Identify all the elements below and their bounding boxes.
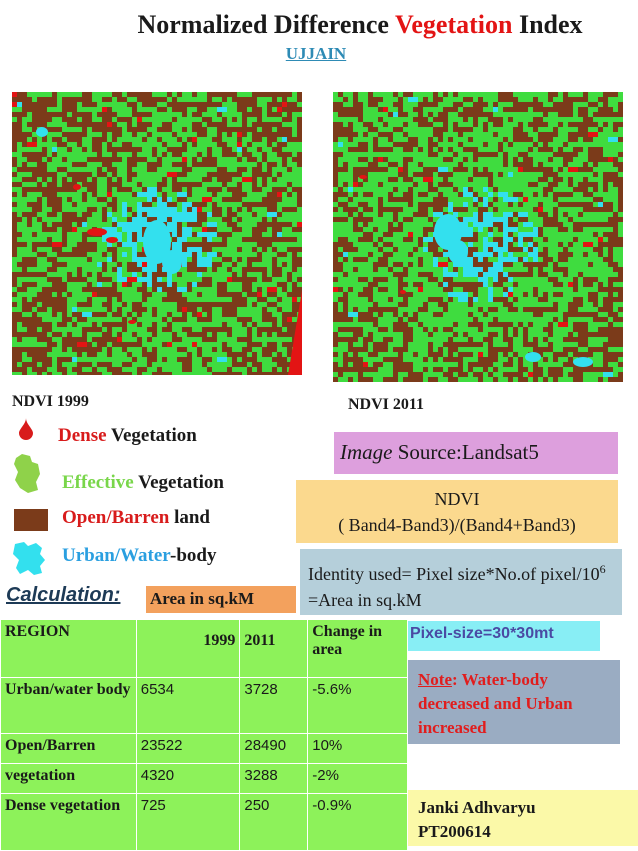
image-source-text: Source:Landsat5 xyxy=(392,440,539,464)
legend-open-key: Open/Barren xyxy=(62,507,170,528)
image-source-box: Image Source:Landsat5 xyxy=(334,432,618,474)
author-box: Janki Adhvaryu PT200614 xyxy=(408,790,638,846)
title-highlight: Vegetation xyxy=(394,10,513,39)
identity-exponent: 6 xyxy=(599,562,606,576)
legend-urban-key: Urban/Water xyxy=(62,545,171,566)
note-box: Note: Water-body decreased and Urban inc… xyxy=(408,660,620,744)
table-row: Urban/water body 6534 3728 -5.6% xyxy=(0,677,408,734)
table-cell-1999: 4320 xyxy=(135,763,241,794)
ndvi-map-1999-image xyxy=(12,92,302,375)
legend-open-rest: land xyxy=(169,507,210,528)
table-cell-region: Urban/water body xyxy=(0,677,137,734)
table-cell-1999: 6534 xyxy=(135,677,241,734)
pixel-size-badge: Pixel-size=30*30mt xyxy=(404,621,600,651)
table-cell-1999: 725 xyxy=(135,793,241,851)
table-header-row: REGION 1999 2011 Change in area xyxy=(0,619,408,678)
table-row: Open/Barren 23522 28490 10% xyxy=(0,733,408,764)
author-name: Janki Adhvaryu xyxy=(418,798,536,817)
table-header-1999: 1999 xyxy=(135,619,241,678)
ndvi-formula-title: NDVI xyxy=(434,489,480,509)
table-cell-region: vegetation xyxy=(0,763,137,794)
ndvi-formula-box: NDVI ( Band4-Band3)/(Band4+Band3) xyxy=(296,480,618,543)
table-cell-1999: 23522 xyxy=(135,733,241,764)
image-source-italic: Image xyxy=(340,440,393,464)
ndvi-map-1999 xyxy=(12,92,302,375)
effective-vegetation-blob-icon xyxy=(14,454,40,493)
table-cell-2011: 250 xyxy=(239,793,309,851)
legend-dense-key: Dense xyxy=(58,425,107,446)
calculation-label: Calculation: xyxy=(6,584,121,606)
ndvi-map-2011-image xyxy=(333,92,623,382)
title-part1: Normalized Difference xyxy=(137,10,395,39)
identity-prefix: Identity used= Pixel size*No.of pixel/10 xyxy=(308,564,600,584)
legend-effective-rest: Vegetation xyxy=(133,472,224,493)
ndvi-formula-expression: ( Band4-Band3)/(Band4+Band3) xyxy=(338,515,576,535)
title-part2: Index xyxy=(512,10,583,39)
identity-box: Identity used= Pixel size*No.of pixel/10… xyxy=(300,549,622,615)
table-cell-2011: 3288 xyxy=(239,763,309,794)
note-text: : Water-body decreased and Urban increas… xyxy=(418,670,573,737)
legend-urban-water-body: Urban/Water-body xyxy=(62,545,216,567)
page-subtitle: UJJAIN xyxy=(285,44,347,63)
legend-urban-rest: -body xyxy=(170,545,217,566)
table-row: Dense vegetation 725 250 -0.9% xyxy=(0,793,408,851)
map-caption-1999: NDVI 1999 xyxy=(12,393,89,410)
author-id: PT200614 xyxy=(418,822,491,841)
table-header-change: Change in area xyxy=(307,619,408,678)
open-barren-square-icon xyxy=(14,509,48,531)
legend-effective-vegetation: Effective Vegetation xyxy=(62,472,224,494)
table-cell-change: -2% xyxy=(307,763,408,794)
table-row: vegetation 4320 3288 -2% xyxy=(0,763,408,794)
page-title: Normalized Difference Vegetation Index xyxy=(0,10,638,40)
table-cell-region: Dense vegetation xyxy=(0,793,137,851)
table-cell-2011: 28490 xyxy=(239,733,309,764)
table-cell-region: Open/Barren xyxy=(0,733,137,764)
table-cell-change: -0.9% xyxy=(307,793,408,851)
identity-suffix: =Area in sq.kM xyxy=(308,590,422,610)
map-caption-2011: NDVI 2011 xyxy=(348,396,425,413)
legend-dense-vegetation: Dense Vegetation xyxy=(58,425,197,447)
table-cell-change: -5.6% xyxy=(307,677,408,734)
legend-open-barren-land: Open/Barren land xyxy=(62,507,210,529)
table-header-region: REGION xyxy=(0,619,137,678)
ndvi-map-2011 xyxy=(333,92,623,382)
area-table: REGION 1999 2011 Change in area Urban/wa… xyxy=(0,619,408,851)
table-cell-change: 10% xyxy=(307,733,408,764)
table-header-2011: 2011 xyxy=(239,619,309,678)
urban-water-blob-icon xyxy=(13,542,45,575)
note-label: Note xyxy=(418,670,452,689)
calculation-unit-badge: Area in sq.kM xyxy=(146,586,296,613)
legend-dense-rest: Vegetation xyxy=(106,425,197,446)
dense-drop-icon xyxy=(19,418,33,440)
legend-effective-key: Effective xyxy=(62,472,134,493)
table-cell-2011: 3728 xyxy=(239,677,309,734)
